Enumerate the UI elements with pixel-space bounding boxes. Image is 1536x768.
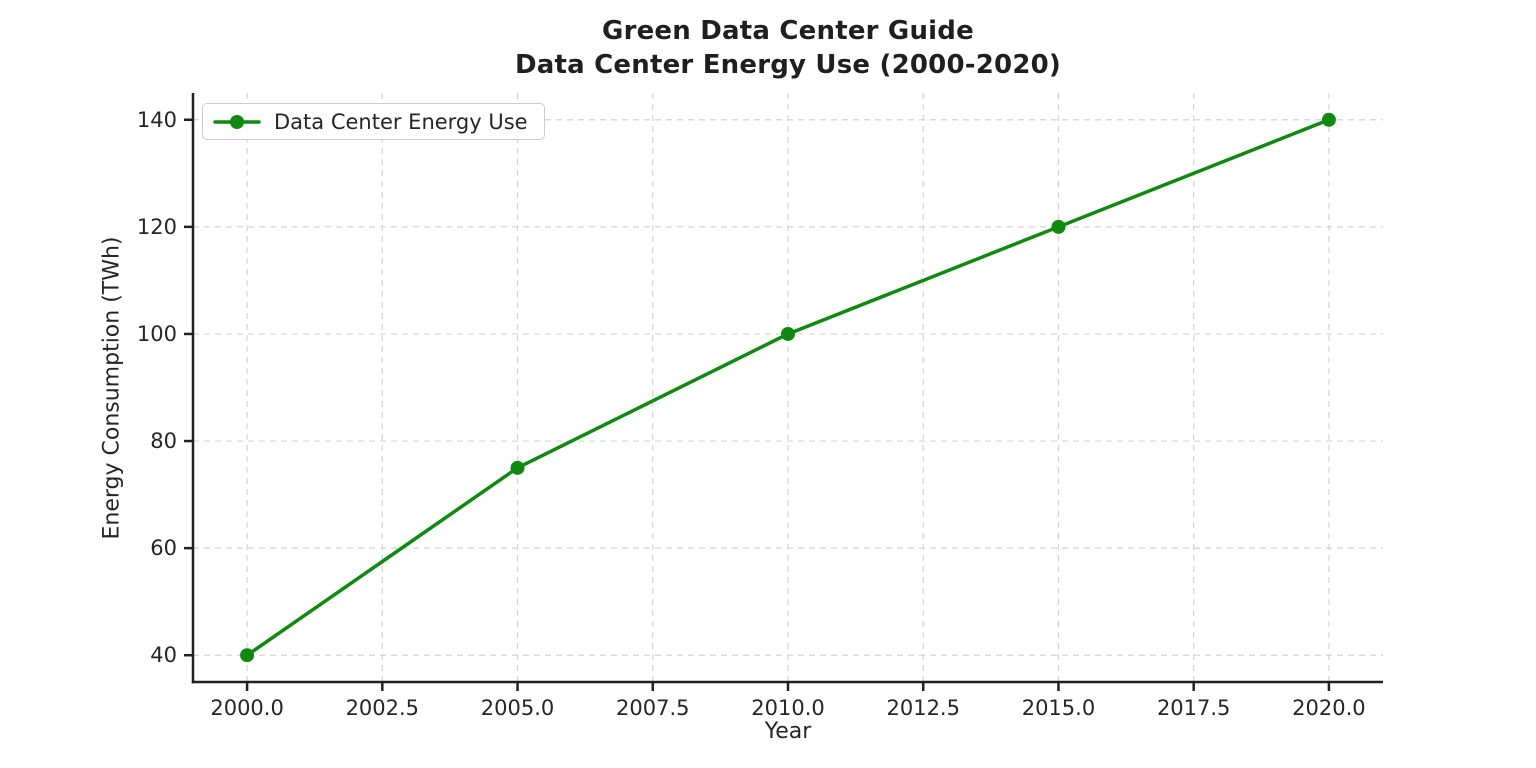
- data-point-marker: [510, 460, 525, 475]
- y-tick-label: 80: [150, 429, 177, 453]
- x-tick-label: 2020.0: [1292, 696, 1365, 720]
- x-tick-label: 2005.0: [481, 696, 554, 720]
- chart-title: Green Data Center Guide Data Center Ener…: [193, 14, 1383, 82]
- x-axis-label: Year: [764, 719, 812, 744]
- data-line: [245, 118, 1331, 657]
- y-tick-label: 100: [137, 322, 177, 346]
- x-tick-label: 2010.0: [751, 696, 824, 720]
- y-tick-label: 120: [137, 215, 177, 239]
- x-tick-label: 2007.5: [616, 696, 689, 720]
- x-tick-label: 2012.5: [886, 696, 959, 720]
- y-tick-label: 60: [150, 536, 177, 560]
- x-tick-label: 2017.5: [1157, 696, 1230, 720]
- x-tick-label: 2015.0: [1022, 696, 1095, 720]
- legend-label: Data Center Energy Use: [274, 109, 528, 134]
- x-tick-label: 2000.0: [210, 696, 283, 720]
- y-tick-label: 40: [150, 643, 177, 667]
- data-point-marker: [1051, 219, 1066, 234]
- chart-title-line2: Data Center Energy Use (2000-2020): [514, 50, 1061, 80]
- x-tick-label: 2002.5: [346, 696, 419, 720]
- y-tick-label: 140: [137, 108, 177, 132]
- chart-title-line1: Green Data Center Guide: [602, 16, 974, 46]
- data-point-marker: [1321, 112, 1336, 127]
- data-point-marker: [240, 648, 255, 663]
- data-point-marker: [781, 326, 795, 341]
- legend: Data Center Energy Use: [202, 103, 545, 140]
- legend-line-marker-icon: [213, 114, 261, 129]
